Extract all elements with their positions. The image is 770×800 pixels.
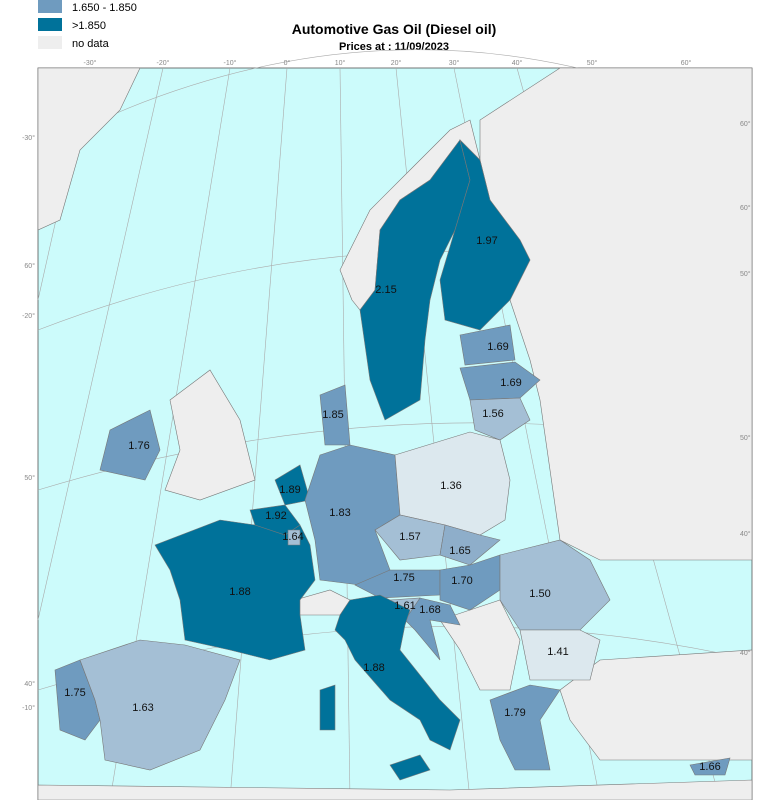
price-label: 1.76 [128, 440, 149, 452]
price-label: 1.61 [394, 600, 415, 612]
land [164, 369, 256, 501]
price-label: 1.88 [363, 662, 384, 674]
price-label: 1.79 [504, 707, 525, 719]
country [404, 597, 461, 661]
legend-label: >1.850 [72, 20, 106, 32]
graticule-label: -30° [84, 59, 97, 67]
price-label: 1.36 [440, 480, 461, 492]
graticule-label: -30° [22, 134, 35, 142]
price-label: 1.75 [64, 687, 85, 699]
country [459, 361, 541, 401]
country [287, 529, 301, 546]
countries [54, 139, 731, 781]
price-label: 1.65 [449, 545, 470, 557]
graticule-label: 20° [391, 59, 402, 67]
price-label: 1.70 [451, 575, 472, 587]
graticule-label: 60° [740, 204, 751, 212]
country [319, 684, 336, 731]
country [79, 639, 241, 771]
graticule-label: 50° [24, 474, 35, 482]
legend-swatch [38, 0, 62, 13]
price-label: 1.64 [282, 531, 303, 543]
graticule-line [229, 67, 288, 800]
country [389, 754, 431, 781]
legend-label: no data [72, 38, 110, 50]
price-label: 1.66 [699, 761, 720, 773]
country [489, 684, 561, 771]
graticule-label: 60° [24, 262, 35, 270]
price-label: 1.75 [393, 572, 414, 584]
country [439, 139, 531, 331]
country [99, 409, 161, 481]
price-label: 1.57 [399, 531, 420, 543]
legend-label: 1.650 - 1.850 [72, 2, 137, 14]
price-labels: 1.76 1.75 1.63 1.88 1.92 1.89 1.64 1.83 … [64, 235, 720, 773]
graticule-label: 40° [24, 680, 35, 688]
price-label: 1.89 [279, 484, 300, 496]
country [459, 324, 516, 366]
price-label: 1.68 [419, 604, 440, 616]
graticule-label: 50° [587, 59, 598, 67]
graticule-label: 0° [284, 59, 291, 67]
country [689, 757, 731, 776]
price-label: 1.69 [487, 341, 508, 353]
price-label: 1.41 [547, 646, 568, 658]
country [439, 524, 501, 566]
legend: 1.650 - 1.850 >1.850 no data [38, 0, 137, 50]
graticule-label: 40° [512, 59, 523, 67]
graticule-label: -10° [22, 704, 35, 712]
graticule-label: 50° [740, 270, 751, 278]
country [334, 594, 461, 751]
graticule-label: 40° [740, 649, 751, 657]
price-label: 1.56 [482, 408, 503, 420]
price-label: 2.15 [375, 284, 396, 296]
graticule-label: 10° [335, 59, 346, 67]
price-label: 1.50 [529, 588, 550, 600]
price-label: 1.85 [322, 409, 343, 421]
no-data-land [37, 67, 753, 800]
country [319, 384, 351, 446]
country [304, 444, 401, 586]
graticule-label: 50° [740, 434, 751, 442]
country [469, 397, 531, 441]
graticule-labels: -30° -20° -10° 0° 10° 20° 30° 40° 50° 60° -30° 60° -… [22, 59, 751, 712]
land [37, 779, 753, 800]
country [499, 539, 611, 631]
price-label: 1.92 [265, 510, 286, 522]
price-label: 1.69 [500, 377, 521, 389]
land [37, 67, 141, 231]
country [519, 629, 601, 681]
graticule-label: -20° [157, 59, 170, 67]
price-label: 1.63 [132, 702, 153, 714]
map-subtitle: Prices at : 11/09/2023 [339, 41, 449, 53]
graticule-label: -10° [224, 59, 237, 67]
legend-swatch [38, 18, 62, 31]
price-label: 1.88 [229, 586, 250, 598]
graticule-label: -20° [22, 312, 35, 320]
land [559, 649, 753, 761]
country [359, 139, 471, 421]
graticule-label: 60° [681, 59, 692, 67]
graticule-label: 40° [740, 530, 751, 538]
land [439, 599, 521, 691]
legend-swatch [38, 36, 62, 49]
graticule-label: 60° [740, 120, 751, 128]
price-label: 1.97 [476, 235, 497, 247]
graticule-line [37, 67, 164, 621]
map-title: Automotive Gas Oil (Diesel oil) [292, 21, 497, 37]
price-label: 1.83 [329, 507, 350, 519]
graticule-label: 30° [449, 59, 460, 67]
